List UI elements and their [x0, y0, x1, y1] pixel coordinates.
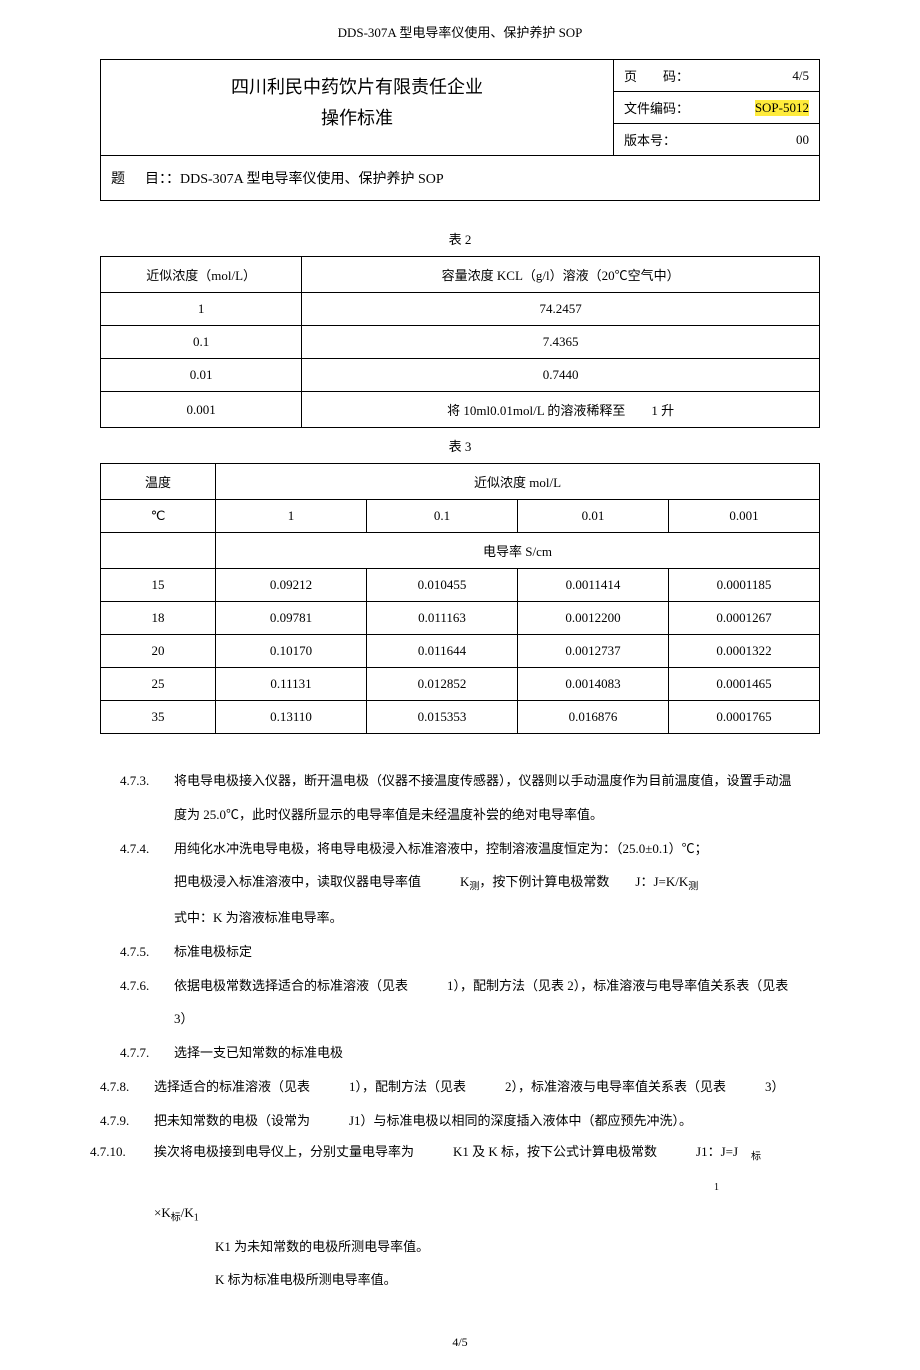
table-row: 近似浓度（mol/L） 容量浓度 KCL（g/l）溶液（20℃空气中） — [101, 257, 820, 293]
table-row: 0.010.7440 — [101, 359, 820, 392]
para-4-7-10: 4.7.10. 挨次将电极接到电导仪上，分别丈量电导率为 K1 及 K 标，按下… — [90, 1138, 800, 1230]
para-num: 4.7.4. — [120, 832, 174, 866]
title-label: 题 — [111, 172, 145, 187]
table-row: 0.001将 10ml0.01mol/L 的溶液稀释至 1 升 — [101, 392, 820, 428]
para-text: 标准电极标定 — [174, 935, 800, 969]
standard-name: 操作标准 — [111, 103, 603, 134]
para-num: 4.7.3. — [120, 764, 174, 798]
table-row: 0.17.4365 — [101, 326, 820, 359]
para-num: 4.7.9. — [100, 1104, 154, 1138]
table-row: 180.097810.0111630.00122000.0001267 — [101, 602, 820, 635]
table-row: 350.131100.0153530.0168760.0001765 — [101, 701, 820, 734]
doc-header-left: 四川利民中药饮片有限责任企业 操作标准 — [101, 60, 614, 155]
table3: 温度 近似浓度 mol/L ℃ 1 0.1 0.01 0.001 电导率 S/c… — [100, 463, 820, 734]
table3-caption: 表 3 — [100, 436, 820, 455]
doc-code-label: 文件编码： — [624, 98, 689, 117]
table3-conc-header: 近似浓度 mol/L — [216, 464, 820, 500]
page-header-title: DDS-307A 型电导率仪使用、保护养护 SOP — [0, 0, 920, 59]
table-row: 150.092120.0104550.00114140.0001185 — [101, 569, 820, 602]
title-row: 题目：：DDS-307A 型电导率仪使用、保护养护 SOP — [101, 155, 819, 200]
para-num: 4.7.7. — [120, 1036, 174, 1070]
doc-header: 四川利民中药饮片有限责任企业 操作标准 页 码： 4/5 文件编码： SOP-5… — [101, 60, 819, 155]
para-text: 将电导电极接入仪器，断开温电极（仪器不接温度传感器），仪器则以手动温度作为目前温… — [174, 764, 800, 832]
company-name: 四川利民中药饮片有限责任企业 — [111, 72, 603, 103]
para-text: 用纯化水冲洗电导电极，将电导电极浸入标准溶液中，控制溶液温度恒定为：（25.0±… — [174, 832, 800, 935]
table-row: 174.2457 — [101, 293, 820, 326]
table3-cond-header: 电导率 S/cm — [216, 533, 820, 569]
para-text: 选择一支已知常数的标准电极 — [174, 1036, 800, 1070]
doc-code-row: 文件编码： SOP-5012 — [614, 92, 819, 124]
doc-header-right: 页 码： 4/5 文件编码： SOP-5012 版本号： 00 — [614, 60, 819, 155]
table3-temp-unit: ℃ — [101, 500, 216, 533]
note-kbiao: K 标为标准电极所测电导率值。 — [120, 1266, 800, 1295]
table-row: 温度 近似浓度 mol/L — [101, 464, 820, 500]
table3-temp-header: 温度 — [101, 464, 216, 500]
para-text: 把未知常数的电极（设常为 J1）与标准电极以相同的深度插入液体中（都应预先冲洗）… — [154, 1104, 800, 1138]
page-code-value: 4/5 — [792, 68, 809, 84]
doc-code-value: SOP-5012 — [755, 100, 809, 116]
table2-header-1: 容量浓度 KCL（g/l）溶液（20℃空气中） — [302, 257, 820, 293]
para-text: 选择适合的标准溶液（见表 1），配制方法（见表 2），标准溶液与电导率值关系表（… — [154, 1070, 800, 1104]
version-label: 版本号： — [624, 130, 676, 149]
para-4-7-5: 4.7.5. 标准电极标定 — [120, 935, 800, 969]
table-row: ℃ 1 0.1 0.01 0.001 — [101, 500, 820, 533]
version-value: 00 — [796, 132, 809, 148]
title-sep: 目：： — [145, 172, 180, 187]
para-text: 依据电极常数选择适合的标准溶液（见表 1），配制方法（见表 2），标准溶液与电导… — [174, 969, 800, 1037]
para-4-7-3: 4.7.3. 将电导电极接入仪器，断开温电极（仪器不接温度传感器），仪器则以手动… — [120, 764, 800, 832]
table2-caption: 表 2 — [100, 229, 820, 248]
table2: 近似浓度（mol/L） 容量浓度 KCL（g/l）溶液（20℃空气中） 174.… — [100, 256, 820, 428]
document-header-frame: 四川利民中药饮片有限责任企业 操作标准 页 码： 4/5 文件编码： SOP-5… — [100, 59, 820, 201]
content-area: 表 2 近似浓度（mol/L） 容量浓度 KCL（g/l）溶液（20℃空气中） … — [100, 201, 820, 1295]
para-text: 挨次将电极接到电导仪上，分别丈量电导率为 K1 及 K 标，按下公式计算电极常数… — [154, 1138, 800, 1230]
para-num: 4.7.6. — [120, 969, 174, 1003]
page-code-row: 页 码： 4/5 — [614, 60, 819, 92]
table-row: 电导率 S/cm — [101, 533, 820, 569]
para-num: 4.7.5. — [120, 935, 174, 969]
table-row: 200.101700.0116440.00127370.0001322 — [101, 635, 820, 668]
para-4-7-7: 4.7.7. 选择一支已知常数的标准电极 — [120, 1036, 800, 1070]
para-4-7-9: 4.7.9. 把未知常数的电极（设常为 J1）与标准电极以相同的深度插入液体中（… — [100, 1104, 800, 1138]
note-k1: K1 为未知常数的电极所测电导率值。 — [120, 1233, 800, 1262]
section-content: 4.7.3. 将电导电极接入仪器，断开温电极（仪器不接温度传感器），仪器则以手动… — [100, 764, 820, 1295]
para-num: 4.7.10. — [90, 1138, 154, 1167]
table-row: 250.111310.0128520.00140830.0001465 — [101, 668, 820, 701]
para-num: 4.7.8. — [100, 1070, 154, 1104]
para-4-7-6: 4.7.6. 依据电极常数选择适合的标准溶液（见表 1），配制方法（见表 2），… — [120, 969, 800, 1037]
page-footer: 4/5 — [0, 1335, 920, 1370]
version-row: 版本号： 00 — [614, 124, 819, 155]
table2-header-0: 近似浓度（mol/L） — [101, 257, 302, 293]
para-4-7-8: 4.7.8. 选择适合的标准溶液（见表 1），配制方法（见表 2），标准溶液与电… — [100, 1070, 800, 1104]
page-code-label: 页 码： — [624, 66, 689, 85]
title-text: DDS-307A 型电导率仪使用、保护养护 SOP — [180, 172, 444, 187]
para-4-7-4: 4.7.4. 用纯化水冲洗电导电极，将电导电极浸入标准溶液中，控制溶液温度恒定为… — [120, 832, 800, 935]
